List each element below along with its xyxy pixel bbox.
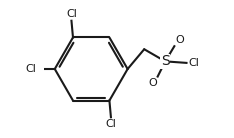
- Text: Cl: Cl: [66, 9, 77, 19]
- Text: Cl: Cl: [106, 119, 116, 129]
- Text: O: O: [148, 78, 157, 88]
- Text: O: O: [175, 35, 184, 45]
- Text: S: S: [161, 54, 170, 68]
- Text: Cl: Cl: [188, 58, 199, 68]
- Text: Cl: Cl: [26, 64, 37, 74]
